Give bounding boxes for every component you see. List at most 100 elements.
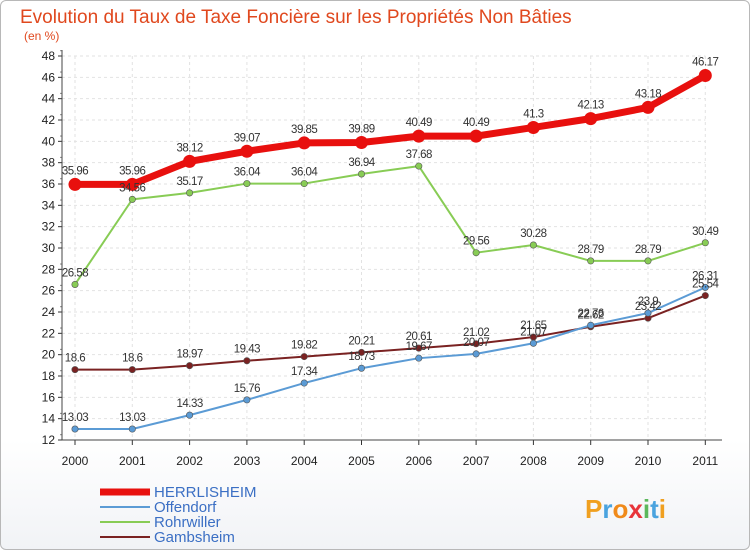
data-label-rohrwiller: 36.04 [234, 167, 261, 179]
y-tick-label: 26 [42, 284, 56, 298]
y-tick-label: 18 [42, 369, 56, 383]
legend-label: Offendorf [154, 499, 217, 516]
y-axis-unit: (en %) [24, 29, 59, 43]
data-label-rohrwiller: 28.79 [578, 244, 604, 256]
data-label-gambsheim: 19.43 [234, 344, 260, 356]
logo-letter: P [585, 494, 602, 524]
data-point-offendorf [300, 379, 308, 387]
data-label-herrlisheim: 39.89 [348, 124, 374, 136]
data-label-gambsheim: 18.97 [176, 349, 202, 361]
data-label-herrlisheim: 39.07 [234, 132, 260, 144]
y-tick-label: 24 [42, 305, 56, 319]
data-point-herrlisheim [297, 136, 311, 150]
data-point-rohrwiller [529, 241, 537, 249]
data-point-herrlisheim [125, 177, 139, 191]
data-label-rohrwiller: 30.28 [520, 228, 546, 240]
data-label-herrlisheim: 35.96 [119, 165, 145, 177]
series-line-rohrwiller [74, 165, 707, 286]
data-label-herrlisheim: 43.18 [635, 88, 661, 100]
y-tick-label: 38 [42, 156, 56, 170]
y-tick-label: 42 [42, 113, 56, 127]
data-label-herrlisheim: 38.12 [176, 142, 202, 154]
data-point-herrlisheim [584, 112, 598, 126]
data-point-herrlisheim [412, 129, 426, 143]
data-point-gambsheim [357, 348, 365, 356]
x-tick-label: 2009 [577, 454, 604, 468]
data-label-rohrwiller: 29.56 [463, 236, 489, 248]
y-tick-label: 30 [42, 241, 56, 255]
x-tick-label: 2007 [463, 454, 490, 468]
data-point-herrlisheim [355, 136, 368, 150]
data-point-gambsheim [415, 344, 423, 352]
data-point-herrlisheim [526, 120, 540, 134]
y-tick-label: 14 [42, 412, 56, 426]
data-point-rohrwiller [415, 162, 423, 170]
data-label-offendorf: 13.03 [62, 412, 88, 424]
data-point-offendorf [128, 425, 136, 433]
y-tick-label: 36 [42, 177, 56, 191]
data-label-gambsheim: 21.65 [520, 320, 546, 332]
data-point-herrlisheim [641, 100, 655, 114]
data-point-rohrwiller [357, 170, 365, 178]
data-point-gambsheim [472, 340, 480, 348]
data-label-offendorf: 21.07 [520, 326, 546, 338]
data-point-herrlisheim [183, 154, 197, 168]
y-tick-label: 48 [42, 49, 56, 63]
data-label-rohrwiller: 35.17 [176, 176, 202, 188]
logo-letter: o [612, 494, 628, 524]
axes: 12 14 16 18 20 22 24 26 28 30 32 34 36 38 40 42 44 46 48 20… [42, 49, 722, 468]
data-labels: 18.6 18.6 18.97 19.43 19.82 20.21 20.61 21.02 21… [62, 57, 720, 424]
data-label-gambsheim: 18.6 [122, 353, 142, 365]
x-tick-label: 2005 [348, 454, 375, 468]
y-tick-label: 16 [42, 390, 56, 404]
data-point-offendorf [357, 364, 365, 372]
proxiti-logo: Proxiti [585, 494, 666, 524]
data-point-herrlisheim [68, 177, 82, 191]
data-point-offendorf [701, 283, 709, 291]
x-tick-label: 2003 [234, 454, 261, 468]
data-point-offendorf [587, 321, 595, 329]
data-label-rohrwiller: 37.68 [406, 149, 432, 161]
data-point-rohrwiller [644, 257, 652, 265]
data-point-rohrwiller [243, 180, 251, 188]
data-point-gambsheim [71, 366, 79, 374]
series-line-offendorf [74, 286, 707, 431]
data-point-gambsheim [243, 357, 251, 365]
data-label-offendorf: 20.07 [463, 337, 489, 349]
chart-title: Evolution du Taux de Taxe Foncière sur l… [20, 7, 572, 28]
data-label-rohrwiller: 34.56 [119, 182, 145, 194]
legend-label: HERRLISHEIM [154, 484, 257, 501]
data-label-gambsheim: 25.54 [692, 279, 719, 291]
data-label-herrlisheim: 40.49 [406, 117, 432, 129]
data-point-gambsheim [186, 362, 194, 370]
y-tick-label: 40 [42, 134, 56, 148]
data-label-offendorf: 23.9 [638, 296, 658, 308]
data-label-offendorf: 19.67 [406, 341, 432, 353]
x-tick-label: 2011 [692, 454, 718, 468]
x-tick-label: 2004 [291, 454, 318, 468]
logo-letter: x [628, 494, 643, 524]
y-tick-label: 12 [42, 433, 56, 447]
legend-label: Gambsheim [154, 529, 235, 546]
data-point-offendorf [71, 425, 79, 433]
x-tick-label: 2001 [119, 454, 146, 468]
data-point-gambsheim [701, 292, 709, 300]
data-label-herrlisheim: 46.17 [692, 57, 718, 69]
data-point-gambsheim [128, 366, 136, 374]
data-label-offendorf: 18.73 [348, 351, 374, 363]
data-label-gambsheim: 20.61 [406, 331, 432, 343]
y-tick-label: 46 [42, 70, 56, 84]
series-line-herrlisheim [71, 72, 709, 188]
data-point-offendorf [415, 354, 423, 362]
data-label-offendorf: 22.76 [578, 308, 604, 320]
data-point-rohrwiller [472, 249, 480, 257]
data-point-offendorf [243, 396, 251, 404]
y-tick-label: 34 [42, 198, 56, 212]
data-label-offendorf: 26.31 [692, 270, 718, 282]
logo-letter: t [650, 494, 659, 524]
data-label-gambsheim: 19.82 [291, 340, 317, 352]
x-tick-label: 2006 [405, 454, 432, 468]
